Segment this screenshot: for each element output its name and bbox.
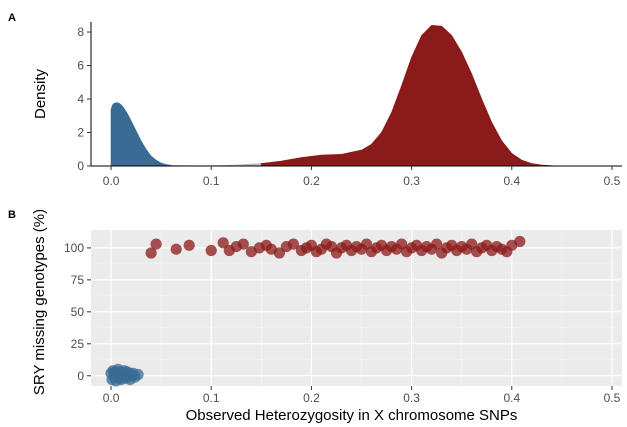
- density-area-0: [110, 102, 172, 167]
- scatter-point: [287, 238, 299, 250]
- density-x-tick-label: 0.4: [503, 174, 520, 188]
- scatter-point: [237, 238, 249, 250]
- density-x-tick-label: 0.1: [203, 174, 220, 188]
- scatter-x-tick-label: 0.4: [503, 391, 520, 405]
- scatter-y-axis-label: SRY missing genotypes (%): [31, 209, 48, 395]
- scatter-x-tick-label: 0.1: [203, 391, 220, 405]
- density-y-tick-label: 8: [77, 25, 84, 39]
- density-x-tick-label: 0.2: [303, 174, 320, 188]
- scatter-y-tick-label: 75: [71, 273, 85, 287]
- scatter-point: [205, 244, 217, 257]
- density-y-tick-label: 6: [77, 59, 84, 73]
- panel-b-tag: B: [8, 209, 16, 221]
- density-y-tick-label: 2: [77, 126, 84, 140]
- scatter-point: [145, 247, 157, 259]
- scatter-point: [217, 237, 229, 249]
- density-x-tick-label: 0.3: [403, 174, 420, 188]
- scatter-x-axis-label: Observed Heterozygosity in X chromosome …: [186, 407, 518, 424]
- scatter-point: [431, 238, 443, 250]
- density-area-2: [261, 24, 557, 167]
- scatter-x-tick-label: 0.5: [604, 391, 621, 405]
- density-panel: 0 2 4 6 8 0.0 0.1 0.2 0.3 0.4 0.5: [77, 22, 622, 188]
- scatter-panel: 0 25 50 75 100 0.0 0.1 0.2 0.3 0.4 0.5: [64, 230, 622, 405]
- scatter-x-tick-label: 0.0: [103, 391, 120, 405]
- density-y-axis-label: Density: [32, 68, 49, 119]
- density-y-tick-label: 0: [77, 159, 84, 173]
- scatter-point: [183, 239, 195, 251]
- panel-a-tag: A: [8, 12, 16, 24]
- scatter-y-tick-label: 100: [64, 241, 84, 255]
- scatter-y-tick-label: 25: [71, 337, 85, 351]
- density-x-tick-label: 0.0: [103, 174, 120, 188]
- scatter-point: [132, 368, 144, 381]
- scatter-plot-background: [91, 230, 622, 386]
- scatter-y-tick-label: 0: [77, 369, 84, 383]
- scatter-point: [170, 243, 182, 255]
- density-y-tick-label: 4: [77, 92, 84, 106]
- scatter-x-tick-label: 0.3: [403, 391, 420, 405]
- scatter-point: [150, 238, 162, 250]
- scatter-y-tick-label: 50: [71, 305, 85, 319]
- scatter-point: [514, 235, 526, 248]
- scatter-x-tick-label: 0.2: [303, 391, 320, 405]
- density-x-tick-label: 0.5: [604, 174, 621, 188]
